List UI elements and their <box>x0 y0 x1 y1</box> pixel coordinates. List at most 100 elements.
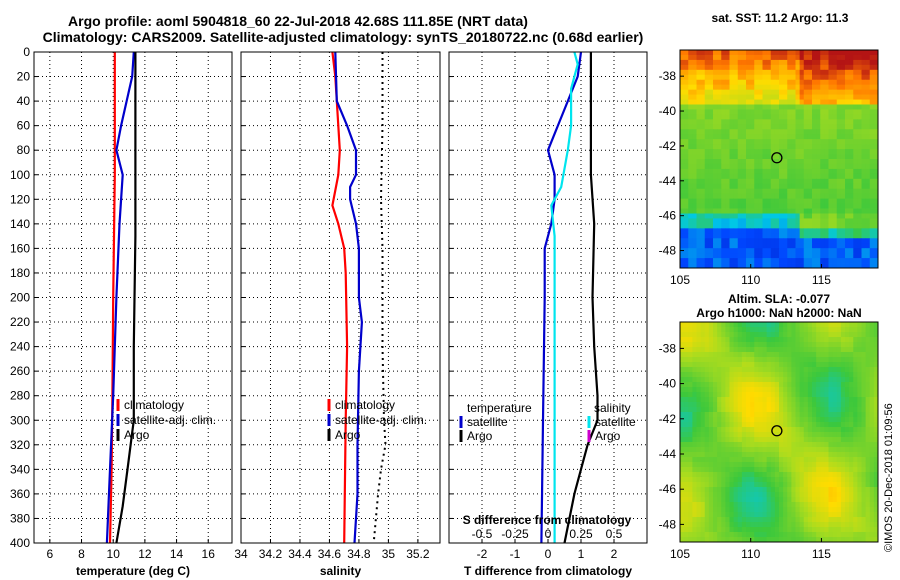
map-cell <box>692 104 697 110</box>
map-cell <box>696 492 702 498</box>
map-cell <box>754 422 759 428</box>
map-cell <box>696 437 702 443</box>
map-cell <box>820 407 825 413</box>
map-cell <box>680 347 685 353</box>
map-cell <box>754 173 759 180</box>
map-cell <box>692 183 697 190</box>
map-cell <box>725 263 730 269</box>
map-cell <box>762 502 768 508</box>
map-cell <box>845 392 850 398</box>
map-cell <box>741 502 747 508</box>
map-cell <box>770 517 776 523</box>
map-cell <box>770 382 776 388</box>
map-cell <box>873 188 879 195</box>
map-cell <box>721 512 726 518</box>
map-cell <box>758 183 763 190</box>
map-cell <box>721 522 726 528</box>
map-cell <box>787 84 792 91</box>
map-cell <box>680 193 685 200</box>
map-cell <box>845 198 850 204</box>
y-tick-label: 400 <box>10 536 30 550</box>
map-cell <box>708 163 714 170</box>
map-cell <box>688 362 693 368</box>
map-cell <box>828 154 834 160</box>
map-cell <box>696 114 702 120</box>
map-cell <box>869 183 875 190</box>
map-cell <box>766 114 772 120</box>
map-cell <box>824 397 829 403</box>
map-cell <box>708 347 714 353</box>
map-cell <box>750 432 755 438</box>
map-cell <box>774 64 780 71</box>
map-cell <box>762 482 768 488</box>
map-cell <box>721 263 726 269</box>
map-cell <box>857 402 862 408</box>
y-tick-label: 260 <box>10 364 30 378</box>
map-cell <box>754 532 759 538</box>
map-cell <box>717 397 722 403</box>
map-cell <box>795 154 801 160</box>
map-cell <box>799 472 805 478</box>
map-cell <box>853 253 858 259</box>
map-cell <box>849 527 854 533</box>
map-cell <box>692 139 697 145</box>
map-cell <box>832 387 838 393</box>
map-cell <box>713 377 718 383</box>
map-cell <box>836 94 842 100</box>
map-cell <box>713 218 718 224</box>
map-cell <box>849 452 854 458</box>
map-cell <box>721 69 726 76</box>
map-cell <box>696 367 702 373</box>
map-cell <box>779 437 784 443</box>
map-cell <box>787 59 792 66</box>
map-cell <box>680 362 685 368</box>
map-cell <box>721 357 726 363</box>
map-cell <box>824 457 829 463</box>
map-cell <box>807 492 813 498</box>
map-cell <box>758 104 763 110</box>
map-cell <box>762 372 768 378</box>
map-cell <box>704 322 710 328</box>
map-cell <box>865 462 871 468</box>
map-cell <box>799 432 805 438</box>
map-cell <box>820 188 825 195</box>
map-cell <box>692 114 697 120</box>
map-cell <box>684 487 689 493</box>
map-cell <box>733 462 739 468</box>
map-cell <box>688 178 693 185</box>
map-cell <box>795 392 801 398</box>
map-cell <box>873 248 879 254</box>
map-cell <box>708 327 714 333</box>
map-cell <box>733 392 739 398</box>
map-cell <box>807 168 813 175</box>
map-cell <box>791 532 796 538</box>
map-cell <box>803 64 809 71</box>
map-cell <box>845 532 850 538</box>
map-cell <box>696 129 702 135</box>
map-cell <box>758 432 763 438</box>
map-cell <box>787 537 792 543</box>
map-cell <box>684 193 689 200</box>
map-cell <box>733 159 739 165</box>
map-cell <box>737 218 743 224</box>
map-cell <box>684 124 689 130</box>
map-cell <box>832 173 838 180</box>
map-cell <box>762 183 768 190</box>
map-cell <box>754 512 759 518</box>
map-cell <box>721 472 726 478</box>
map-cell <box>696 253 702 259</box>
map-cell <box>746 154 751 160</box>
map-cell <box>684 407 689 413</box>
map-cell <box>849 213 854 219</box>
map-cell <box>713 442 718 448</box>
map-cell <box>779 527 784 533</box>
map-cell <box>799 54 805 61</box>
map-cell <box>688 163 693 170</box>
map-cell <box>857 213 862 219</box>
map-cell <box>725 114 730 120</box>
map-cell <box>754 54 759 61</box>
map-cell <box>824 427 829 433</box>
map-cell <box>766 134 772 140</box>
map-cell <box>783 497 788 503</box>
map-cell <box>762 139 768 145</box>
